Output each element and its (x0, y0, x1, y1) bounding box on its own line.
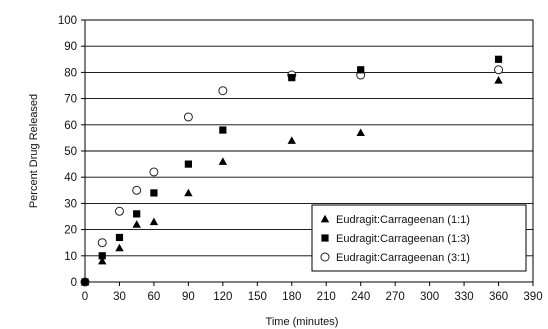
data-point-filled-square (150, 189, 158, 197)
legend-marker-filled-triangle (320, 214, 330, 223)
y-tick-labels: 0 10 20 30 40 50 60 70 80 90 100 (58, 15, 77, 289)
x-axis-title: Time (minutes) (266, 316, 339, 328)
data-point-open-circle (183, 112, 193, 122)
plot-frame (84, 19, 534, 283)
x-tick-label: 390 (523, 291, 542, 303)
data-point-open-circle (132, 185, 142, 195)
x-tick-label: 270 (386, 291, 405, 303)
x-tick-label: 150 (248, 291, 267, 303)
data-point-open-circle (97, 238, 107, 248)
x-tick-label: 0 (82, 291, 88, 303)
data-point-filled-triangle (98, 256, 107, 265)
x-tick-label: 210 (317, 291, 336, 303)
data-point-filled-triangle (218, 157, 228, 165)
legend-label: Eudragit:Carrageenan (3:1) (336, 252, 470, 264)
data-point-filled-square (133, 210, 141, 218)
y-tick-label: 50 (64, 146, 77, 158)
legend-box (311, 204, 527, 272)
x-tick-label: 120 (213, 291, 232, 303)
data-point-filled-triangle (287, 136, 296, 144)
y-tick-label: 80 (64, 67, 77, 79)
y-tick-label: 40 (64, 172, 77, 184)
data-point-open-circle (114, 206, 124, 216)
y-tick-label: 10 (64, 251, 77, 263)
x-tick-labels: 0 30 60 90 120 150 180 210 240 270 300 330 360 390 (82, 291, 543, 303)
data-point-open-circle (494, 65, 504, 75)
data-point-open-circle (149, 167, 159, 177)
x-tick-label: 240 (351, 291, 370, 303)
y-tick-label: 70 (64, 94, 77, 106)
data-points (80, 55, 504, 287)
y-tick-label: 100 (58, 15, 77, 27)
x-tick-label: 90 (182, 291, 195, 303)
data-point-filled-square (115, 233, 124, 242)
x-tick-label: 330 (454, 291, 473, 303)
data-point-filled-triangle (149, 217, 159, 226)
legend: Eudragit:Carrageenan (1:1) Eudragit:Carra… (311, 204, 527, 272)
x-tick-label: 180 (282, 291, 301, 303)
data-point-filled-square (357, 66, 365, 74)
data-point-filled-triangle (132, 220, 141, 228)
data-point-filled-square (219, 126, 227, 134)
legend-label: Eudragit:Carrageenan (1:3) (336, 233, 470, 245)
data-point-filled-triangle (115, 243, 124, 252)
data-point-filled-square (184, 160, 192, 168)
data-point-filled-triangle (80, 277, 90, 286)
y-axis-title: Percent Drug Released (28, 94, 40, 208)
data-point-open-circle (218, 86, 228, 96)
y-tick-label: 20 (64, 225, 77, 237)
x-tick-label: 300 (420, 291, 439, 303)
legend-label: Eudragit:Carrageenan (1:1) (336, 214, 470, 226)
data-point-filled-triangle (184, 188, 193, 197)
legend-marker-open-circle (320, 252, 330, 262)
legend-marker-filled-square (321, 234, 329, 242)
data-point-filled-triangle (356, 128, 365, 137)
y-tick-label: 60 (64, 120, 77, 132)
x-tick-label: 360 (489, 291, 508, 303)
data-point-filled-square (494, 55, 503, 63)
data-point-filled-square (98, 252, 106, 260)
x-tick-label: 30 (113, 291, 126, 303)
data-point-filled-triangle (494, 76, 503, 84)
data-point-filled-square (288, 74, 296, 82)
y-tick-label: 30 (64, 198, 77, 210)
x-tick-label: 60 (148, 291, 161, 303)
y-tick-label: 90 (64, 41, 77, 53)
y-tick-label: 0 (71, 277, 77, 289)
